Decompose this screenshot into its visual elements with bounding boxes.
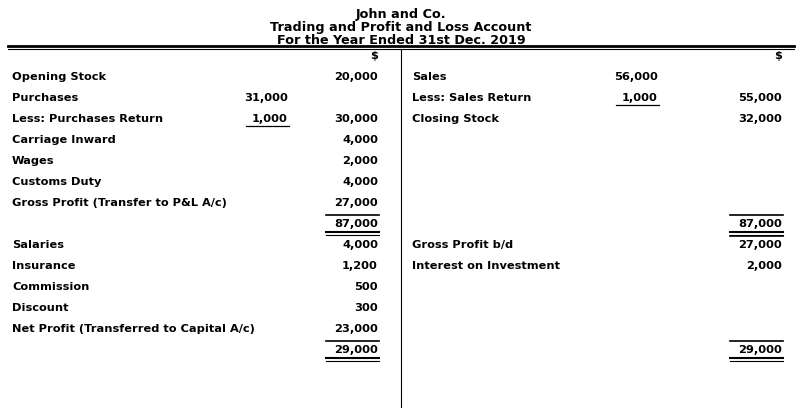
Text: Wages: Wages	[12, 156, 55, 166]
Text: 4,000: 4,000	[342, 177, 378, 187]
Text: $: $	[774, 51, 782, 61]
Text: 1,000: 1,000	[622, 93, 658, 103]
Text: 500: 500	[354, 282, 378, 292]
Text: Customs Duty: Customs Duty	[12, 177, 101, 187]
Text: $: $	[371, 51, 378, 61]
Text: 55,000: 55,000	[739, 93, 782, 103]
Text: Salaries: Salaries	[12, 240, 64, 250]
Text: John and Co.: John and Co.	[356, 8, 446, 21]
Text: 2,000: 2,000	[746, 261, 782, 271]
Text: Insurance: Insurance	[12, 261, 75, 271]
Text: Carriage Inward: Carriage Inward	[12, 135, 115, 145]
Text: Commission: Commission	[12, 282, 89, 292]
Text: Less: Sales Return: Less: Sales Return	[412, 93, 532, 103]
Text: 27,000: 27,000	[334, 198, 378, 208]
Text: Less: Purchases Return: Less: Purchases Return	[12, 114, 163, 124]
Text: Net Profit (Transferred to Capital A/c): Net Profit (Transferred to Capital A/c)	[12, 324, 255, 334]
Text: 1,200: 1,200	[342, 261, 378, 271]
Text: 31,000: 31,000	[244, 93, 288, 103]
Text: 300: 300	[354, 303, 378, 313]
Text: 20,000: 20,000	[334, 72, 378, 82]
Text: Interest on Investment: Interest on Investment	[412, 261, 560, 271]
Text: Purchases: Purchases	[12, 93, 79, 103]
Text: 30,000: 30,000	[334, 114, 378, 124]
Text: 2,000: 2,000	[342, 156, 378, 166]
Text: 56,000: 56,000	[614, 72, 658, 82]
Text: For the Year Ended 31st Dec. 2019: For the Year Ended 31st Dec. 2019	[277, 34, 525, 47]
Text: Trading and Profit and Loss Account: Trading and Profit and Loss Account	[270, 21, 532, 34]
Text: 29,000: 29,000	[738, 345, 782, 355]
Text: Opening Stock: Opening Stock	[12, 72, 106, 82]
Text: Gross Profit b/d: Gross Profit b/d	[412, 240, 513, 250]
Text: 4,000: 4,000	[342, 135, 378, 145]
Text: 1,000: 1,000	[252, 114, 288, 124]
Text: 4,000: 4,000	[342, 240, 378, 250]
Text: 87,000: 87,000	[738, 219, 782, 229]
Text: 87,000: 87,000	[334, 219, 378, 229]
Text: 29,000: 29,000	[334, 345, 378, 355]
Text: Closing Stock: Closing Stock	[412, 114, 499, 124]
Text: Discount: Discount	[12, 303, 68, 313]
Text: Gross Profit (Transfer to P&L A/c): Gross Profit (Transfer to P&L A/c)	[12, 198, 227, 208]
Text: 27,000: 27,000	[739, 240, 782, 250]
Text: 23,000: 23,000	[334, 324, 378, 334]
Text: 32,000: 32,000	[738, 114, 782, 124]
Text: Sales: Sales	[412, 72, 447, 82]
